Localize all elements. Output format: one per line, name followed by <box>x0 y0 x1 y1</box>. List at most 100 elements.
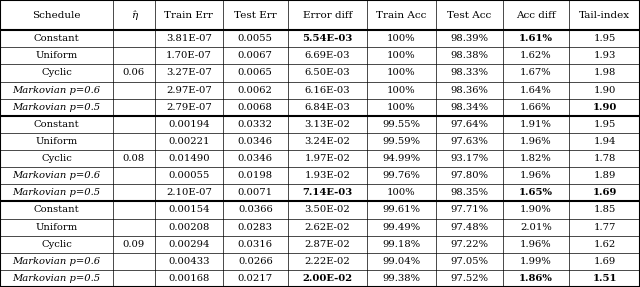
Text: 98.36%: 98.36% <box>450 86 488 95</box>
Text: 98.38%: 98.38% <box>450 51 488 60</box>
Text: 6.84E-03: 6.84E-03 <box>305 103 350 112</box>
Text: 1.89: 1.89 <box>593 171 616 180</box>
Text: 3.24E-02: 3.24E-02 <box>305 137 350 146</box>
Text: Cyclic: Cyclic <box>41 68 72 77</box>
Text: 0.0346: 0.0346 <box>238 154 273 163</box>
Text: 97.64%: 97.64% <box>450 120 488 129</box>
Text: 2.00E-02: 2.00E-02 <box>302 274 353 283</box>
Text: 0.09: 0.09 <box>123 240 145 249</box>
Text: 7.14E-03: 7.14E-03 <box>302 188 353 197</box>
Text: 1.91%: 1.91% <box>520 120 552 129</box>
Text: 3.13E-02: 3.13E-02 <box>305 120 350 129</box>
Text: 0.0266: 0.0266 <box>238 257 273 266</box>
Text: 2.10E-07: 2.10E-07 <box>166 188 212 197</box>
Text: 97.63%: 97.63% <box>450 137 488 146</box>
Text: 0.0062: 0.0062 <box>238 86 273 95</box>
Text: 100%: 100% <box>387 103 416 112</box>
Text: 1.66%: 1.66% <box>520 103 552 112</box>
Text: 1.95: 1.95 <box>593 120 616 129</box>
Text: 99.59%: 99.59% <box>383 137 420 146</box>
Text: 1.98: 1.98 <box>593 68 616 77</box>
Text: 1.94: 1.94 <box>593 137 616 146</box>
Text: 99.38%: 99.38% <box>383 274 420 283</box>
Text: 6.50E-03: 6.50E-03 <box>305 68 350 77</box>
Text: 0.00154: 0.00154 <box>168 205 210 214</box>
Text: 2.79E-07: 2.79E-07 <box>166 103 212 112</box>
Text: 0.0217: 0.0217 <box>237 274 273 283</box>
Text: Train Acc: Train Acc <box>376 11 427 20</box>
Text: 3.50E-02: 3.50E-02 <box>305 205 350 214</box>
Text: 0.01490: 0.01490 <box>168 154 210 163</box>
Text: 2.87E-02: 2.87E-02 <box>305 240 350 249</box>
Text: 97.05%: 97.05% <box>450 257 488 266</box>
Text: 2.97E-07: 2.97E-07 <box>166 86 212 95</box>
Text: 99.61%: 99.61% <box>383 205 420 214</box>
Text: 0.08: 0.08 <box>123 154 145 163</box>
Text: 99.55%: 99.55% <box>383 120 420 129</box>
Text: 1.69: 1.69 <box>593 188 617 197</box>
Text: 97.52%: 97.52% <box>450 274 488 283</box>
Text: 100%: 100% <box>387 86 416 95</box>
Text: 0.0067: 0.0067 <box>238 51 273 60</box>
Text: Uniform: Uniform <box>36 51 78 60</box>
Text: 6.16E-03: 6.16E-03 <box>305 86 350 95</box>
Text: 1.67%: 1.67% <box>520 68 552 77</box>
Text: Markovian p=0.5: Markovian p=0.5 <box>13 274 100 283</box>
Text: Markovian p=0.5: Markovian p=0.5 <box>13 188 100 197</box>
Text: 1.93E-02: 1.93E-02 <box>305 171 350 180</box>
Text: 0.00433: 0.00433 <box>168 257 209 266</box>
Text: 98.39%: 98.39% <box>450 34 488 43</box>
Text: 99.18%: 99.18% <box>383 240 420 249</box>
Text: 0.0346: 0.0346 <box>238 137 273 146</box>
Text: 1.96%: 1.96% <box>520 137 552 146</box>
Text: Cyclic: Cyclic <box>41 240 72 249</box>
Text: 5.54E-03: 5.54E-03 <box>302 34 353 43</box>
Text: Test Err: Test Err <box>234 11 276 20</box>
Text: 2.01%: 2.01% <box>520 222 552 232</box>
Text: 1.99%: 1.99% <box>520 257 552 266</box>
Text: 1.96%: 1.96% <box>520 240 552 249</box>
Text: Markovian p=0.6: Markovian p=0.6 <box>13 86 100 95</box>
Text: 3.27E-07: 3.27E-07 <box>166 68 212 77</box>
Text: 0.0366: 0.0366 <box>238 205 273 214</box>
Text: 1.90: 1.90 <box>593 86 616 95</box>
Text: 97.71%: 97.71% <box>450 205 488 214</box>
Text: Constant: Constant <box>34 34 79 43</box>
Text: 0.0316: 0.0316 <box>238 240 273 249</box>
Text: 97.48%: 97.48% <box>450 222 488 232</box>
Text: Acc diff: Acc diff <box>516 11 556 20</box>
Text: 0.0332: 0.0332 <box>238 120 273 129</box>
Text: 1.51: 1.51 <box>593 274 617 283</box>
Text: 1.77: 1.77 <box>593 222 616 232</box>
Text: Uniform: Uniform <box>36 137 78 146</box>
Text: 94.99%: 94.99% <box>383 154 420 163</box>
Text: 0.06: 0.06 <box>123 68 145 77</box>
Text: 0.0283: 0.0283 <box>238 222 273 232</box>
Text: 0.0198: 0.0198 <box>237 171 273 180</box>
Text: 93.17%: 93.17% <box>450 154 488 163</box>
Text: Cyclic: Cyclic <box>41 154 72 163</box>
Text: 0.00294: 0.00294 <box>168 240 209 249</box>
Text: 1.78: 1.78 <box>593 154 616 163</box>
Text: 0.00194: 0.00194 <box>168 120 210 129</box>
Text: 1.65%: 1.65% <box>519 188 553 197</box>
Text: 97.80%: 97.80% <box>450 171 488 180</box>
Text: 0.0071: 0.0071 <box>237 188 273 197</box>
Text: 6.69E-03: 6.69E-03 <box>305 51 350 60</box>
Text: Test Acc: Test Acc <box>447 11 492 20</box>
Text: 0.00168: 0.00168 <box>168 274 209 283</box>
Text: 3.81E-07: 3.81E-07 <box>166 34 212 43</box>
Text: Schedule: Schedule <box>33 11 81 20</box>
Text: 99.04%: 99.04% <box>383 257 420 266</box>
Text: 1.96%: 1.96% <box>520 171 552 180</box>
Text: Constant: Constant <box>34 120 79 129</box>
Text: 1.95: 1.95 <box>593 34 616 43</box>
Text: Uniform: Uniform <box>36 222 78 232</box>
Text: 1.97E-02: 1.97E-02 <box>305 154 350 163</box>
Text: 0.00055: 0.00055 <box>168 171 209 180</box>
Text: 2.62E-02: 2.62E-02 <box>305 222 350 232</box>
Text: 1.64%: 1.64% <box>520 86 552 95</box>
Text: 1.62: 1.62 <box>593 240 616 249</box>
Text: Markovian p=0.6: Markovian p=0.6 <box>13 257 100 266</box>
Text: 1.93: 1.93 <box>593 51 616 60</box>
